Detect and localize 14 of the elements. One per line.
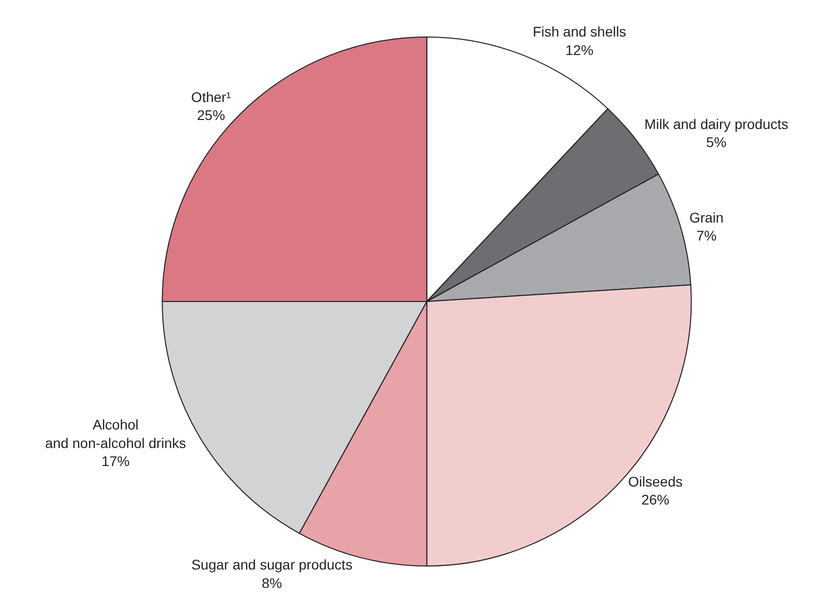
data-label: 8% [262, 574, 282, 591]
slice-label: Grain [689, 209, 724, 226]
slice-label: Sugar and sugar products [191, 556, 352, 573]
data-label: 5% [706, 134, 726, 150]
data-label: 17% [102, 453, 130, 470]
slice-label: Fish and shells [532, 24, 626, 40]
slice-label: Alcohol and non-alcohol drinks [45, 416, 186, 451]
data-label: 25% [197, 107, 226, 124]
data-label: 12% [565, 42, 594, 58]
slice-label: Oilseeds [628, 473, 683, 490]
data-label: 7% [696, 227, 717, 244]
slice-label: Milk and dairy products [644, 116, 788, 132]
slice-label: Other¹ [191, 88, 232, 105]
data-label: 26% [641, 492, 670, 508]
